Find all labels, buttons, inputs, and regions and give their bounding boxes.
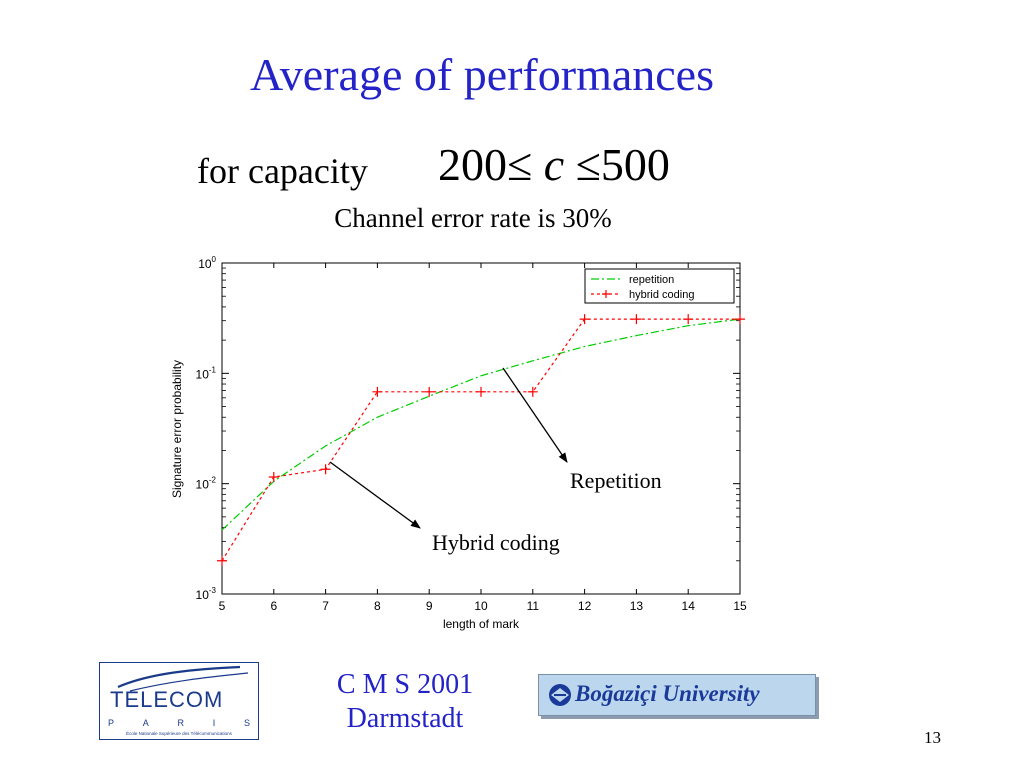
data-point-marker (268, 471, 279, 482)
capacity-high: 500 (600, 139, 670, 190)
telecom-city-letter: R (177, 718, 185, 728)
telecom-swoosh-icon (117, 665, 249, 692)
slide-title: Average of performances (250, 49, 714, 100)
x-axis-label: length of mark (443, 617, 520, 631)
channel-error-subtitle: Channel error rate is 30% (334, 203, 612, 233)
y-tick-exponent: -2 (209, 476, 217, 485)
conference-city: Darmstadt (346, 703, 464, 734)
legend-label: hybrid coding (629, 289, 694, 301)
x-tick-label: 5 (219, 599, 226, 613)
annotation-arrow (502, 367, 568, 463)
capacity-low: 200 (438, 139, 507, 190)
telecom-paris-logo: TELECOM P A R I S École Nationale Supéri… (99, 662, 259, 740)
legend-label: repetition (629, 274, 674, 286)
x-tick-label: 9 (426, 599, 433, 613)
page-number: 13 (924, 728, 941, 747)
bogazici-university-logo: Boğaziçi University (538, 674, 816, 716)
data-point-marker (527, 386, 538, 397)
data-point-marker (476, 386, 486, 397)
data-point-marker (735, 314, 745, 325)
plot-area (221, 262, 741, 595)
x-tick-label: 7 (322, 599, 329, 613)
data-point-marker (424, 386, 435, 397)
y-tick-base: 10 (196, 367, 210, 381)
y-tick-label: 100 (198, 255, 216, 271)
x-tick-label: 10 (474, 599, 488, 613)
telecom-city-letter: I (212, 718, 216, 728)
y-tick-exponent: -3 (209, 586, 217, 595)
x-tick-label: 6 (270, 599, 277, 613)
annotation-label: Repetition (570, 468, 662, 493)
conference-label: C M S 2001 Darmstadt (300, 668, 510, 736)
annotation-label: Hybrid coding (432, 530, 560, 555)
capacity-le-symbol: ≤ (575, 139, 601, 190)
legend-box (584, 268, 735, 304)
telecom-school-name: École Nationale Supérieure des Télécommu… (126, 731, 232, 736)
telecom-wordmark: TELECOM (110, 687, 224, 712)
capacity-formula: 200≤ c ≤500 (438, 138, 670, 191)
y-tick-exponent: -1 (209, 365, 217, 374)
capacity-label: for capacity (197, 151, 368, 191)
bogazici-emblem-icon (549, 684, 571, 706)
legend-marker (602, 290, 610, 298)
data-point-marker (579, 314, 590, 325)
y-tick-base: 10 (198, 257, 212, 271)
series-line-repetition (221, 318, 741, 531)
y-tick-base: 10 (196, 478, 210, 492)
capacity-variable: c (543, 139, 565, 190)
bogazici-university-name: Boğaziçi University (575, 681, 760, 706)
series-line-hybrid-coding (221, 318, 740, 562)
conference-name: C M S 2001 (336, 669, 474, 700)
telecom-city-letter: S (243, 718, 250, 728)
data-point-marker (683, 314, 694, 325)
y-tick-label: 10-3 (196, 586, 217, 602)
data-point-marker (372, 386, 383, 397)
telecom-city-letter: P (108, 718, 115, 728)
annotation-arrow (329, 461, 421, 529)
x-tick-label: 8 (374, 599, 381, 613)
x-tick-label: 12 (578, 599, 592, 613)
y-tick-label: 10-1 (196, 365, 217, 381)
x-tick-label: 14 (682, 599, 696, 613)
data-point-marker (320, 464, 331, 475)
data-point-marker (631, 314, 642, 325)
y-axis-label: Signature error probability (170, 360, 184, 498)
y-tick-label: 10-2 (196, 476, 217, 492)
x-tick-label: 15 (733, 599, 747, 613)
telecom-city-letter: A (142, 718, 149, 728)
capacity-le-symbol: ≤ (507, 139, 533, 190)
telecom-city: P A R I S (108, 718, 250, 728)
x-tick-label: 13 (630, 599, 644, 613)
x-tick-label: 11 (527, 599, 540, 613)
y-tick-exponent: 0 (212, 255, 217, 264)
y-tick-base: 10 (196, 588, 210, 602)
data-point-marker (217, 555, 227, 566)
